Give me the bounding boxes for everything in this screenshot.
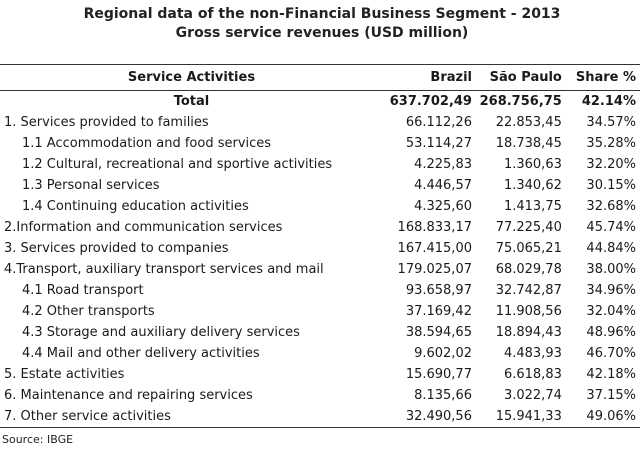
row-share: 48.96% — [586, 325, 636, 340]
header-brazil: Brazil — [378, 64, 472, 91]
table-row: 3. Services provided to companies 167.41… — [0, 238, 640, 259]
row-label: 4.1 Road transport — [22, 283, 144, 298]
row-sao-paulo: 77.225,40 — [495, 220, 562, 235]
row-share: 30.15% — [586, 178, 636, 193]
row-label: 4.4 Mail and other delivery activities — [22, 346, 260, 361]
source-note: Source: IBGE — [2, 433, 74, 446]
row-sao-paulo: 15.941,33 — [471, 406, 562, 428]
table-row: 4.Transport, auxiliary transport service… — [0, 259, 640, 280]
table-row: 4.3 Storage and auxiliary delivery servi… — [0, 322, 640, 343]
row-brazil: 168.833,17 — [397, 220, 472, 235]
table-row: 5. Estate activities 15.690,77 6.618,83 … — [0, 364, 640, 385]
total-label: Total — [173, 94, 210, 109]
row-brazil: 32.490,56 — [378, 406, 472, 428]
row-brazil: 167.415,00 — [397, 241, 472, 256]
total-row: Total 637.702,49 268.756,75 42.14% — [0, 91, 640, 113]
row-label: 1. Services provided to families — [4, 115, 209, 130]
row-sao-paulo: 75.065,21 — [495, 241, 562, 256]
table-row: 1. Services provided to families 66.112,… — [0, 112, 640, 133]
table-row: 1.1 Accommodation and food services 53.1… — [0, 133, 640, 154]
row-label: 5. Estate activities — [4, 367, 125, 382]
row-brazil: 9.602,02 — [414, 346, 472, 361]
row-brazil: 4.225,83 — [414, 157, 472, 172]
row-label: 1.1 Accommodation and food services — [22, 136, 272, 151]
row-share: 32.20% — [586, 157, 636, 172]
row-share: 32.68% — [586, 199, 636, 214]
row-sao-paulo: 68.029,78 — [495, 262, 562, 277]
row-label: 7. Other service activities — [0, 406, 379, 428]
page-title: Regional data of the non-Financial Busin… — [83, 6, 561, 22]
table-header-row: Service Activities Brazil São Paulo Shar… — [0, 64, 640, 91]
row-sao-paulo: 1.413,75 — [503, 199, 562, 214]
header-sao-paulo: São Paulo — [471, 64, 562, 91]
table-row: 7. Other service activities 32.490,56 15… — [0, 406, 640, 428]
row-sao-paulo: 6.618,83 — [503, 367, 562, 382]
row-sao-paulo: 18.738,45 — [495, 136, 562, 151]
row-share: 45.74% — [586, 220, 636, 235]
table-row: 2.Information and communication services… — [0, 217, 640, 238]
row-sao-paulo: 18.894,43 — [495, 325, 562, 340]
row-label: 1.3 Personal services — [22, 178, 160, 193]
row-brazil: 15.690,77 — [405, 367, 472, 382]
row-share: 35.28% — [586, 136, 636, 151]
row-label: 1.4 Continuing education activities — [22, 199, 249, 214]
table-row: 1.2 Cultural, recreational and sportive … — [0, 154, 640, 175]
row-share: 44.84% — [586, 241, 636, 256]
total-brazil: 637.702,49 — [389, 94, 472, 109]
table-row: 1.3 Personal services 4.446,57 1.340,62 … — [0, 175, 640, 196]
row-sao-paulo: 11.908,56 — [495, 304, 562, 319]
row-sao-paulo: 22.853,45 — [495, 115, 562, 130]
row-sao-paulo: 4.483,93 — [503, 346, 562, 361]
row-brazil: 37.169,42 — [405, 304, 472, 319]
table-row: 6. Maintenance and repairing services 8.… — [0, 385, 640, 406]
row-brazil: 93.658,97 — [405, 283, 472, 298]
row-share: 42.18% — [586, 367, 636, 382]
row-brazil: 66.112,26 — [405, 115, 472, 130]
table-row: 4.4 Mail and other delivery activities 9… — [0, 343, 640, 364]
page-subtitle: Gross service revenues (USD million) — [175, 25, 469, 41]
revenue-table: Service Activities Brazil São Paulo Shar… — [0, 64, 640, 428]
row-brazil: 38.594,65 — [405, 325, 472, 340]
row-brazil: 8.135,66 — [414, 388, 472, 403]
row-label: 4.Transport, auxiliary transport service… — [4, 262, 324, 277]
row-brazil: 4.325,60 — [414, 199, 472, 214]
row-sao-paulo: 32.742,87 — [495, 283, 562, 298]
row-label: 3. Services provided to companies — [4, 241, 229, 256]
row-brazil: 4.446,57 — [414, 178, 472, 193]
row-sao-paulo: 1.360,63 — [503, 157, 562, 172]
row-label: 1.2 Cultural, recreational and sportive … — [22, 157, 333, 172]
row-label: 4.3 Storage and auxiliary delivery servi… — [22, 325, 300, 340]
header-service-activities: Service Activities — [0, 64, 379, 91]
row-share: 32.04% — [586, 304, 636, 319]
row-brazil: 179.025,07 — [397, 262, 472, 277]
row-sao-paulo: 3.022,74 — [503, 388, 562, 403]
row-share: 34.96% — [586, 283, 636, 298]
row-share: 37.15% — [586, 388, 636, 403]
total-sao-paulo: 268.756,75 — [479, 94, 562, 109]
table-row: 4.2 Other transports 37.169,42 11.908,56… — [0, 301, 640, 322]
row-sao-paulo: 1.340,62 — [503, 178, 562, 193]
row-label: 2.Information and communication services — [4, 220, 283, 235]
table-row: 1.4 Continuing education activities 4.32… — [0, 196, 640, 217]
row-share: 38.00% — [586, 262, 636, 277]
row-brazil: 53.114,27 — [405, 136, 472, 151]
row-share: 34.57% — [586, 115, 636, 130]
table-row: 4.1 Road transport 93.658,97 32.742,87 3… — [0, 280, 640, 301]
total-share: 42.14% — [581, 94, 636, 109]
row-share: 46.70% — [586, 346, 636, 361]
row-label: 4.2 Other transports — [22, 304, 155, 319]
row-share: 49.06% — [561, 406, 640, 428]
row-label: 6. Maintenance and repairing services — [4, 388, 253, 403]
header-share: Share % — [561, 64, 640, 91]
